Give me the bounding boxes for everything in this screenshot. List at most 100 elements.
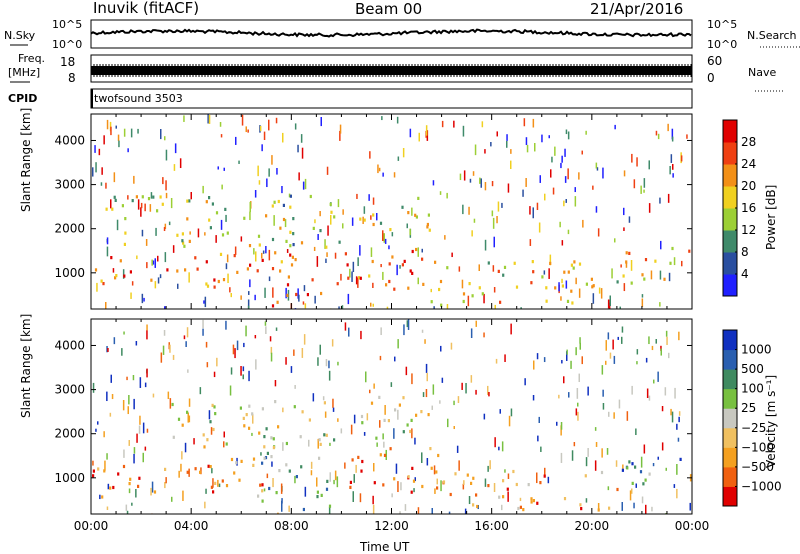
echo-cell	[561, 360, 563, 364]
echo-cell	[294, 258, 297, 262]
velocity-colorbar: 1000 500 100 25 −25 −100 −500 −1000	[722, 329, 782, 507]
echo-cell	[563, 200, 565, 207]
echo-cell	[427, 413, 430, 417]
echo-cell	[262, 250, 265, 254]
echo-cell	[453, 120, 455, 128]
echo-cell	[151, 481, 154, 493]
echo-cell	[95, 162, 97, 173]
echo-cell	[616, 280, 619, 284]
echo-cell	[116, 219, 119, 231]
echo-cell	[164, 223, 167, 230]
echo-cell	[300, 465, 303, 469]
echo-cell	[573, 442, 576, 447]
echo-cell	[234, 348, 236, 359]
echo-cell	[339, 130, 341, 141]
echo-cell	[567, 168, 569, 180]
echo-cell	[164, 306, 166, 309]
echo-cell	[286, 249, 289, 253]
echo-cell	[106, 346, 108, 353]
echo-cell	[391, 232, 394, 237]
echo-cell	[580, 507, 583, 511]
echo-cell	[459, 173, 462, 181]
echo-cell	[172, 435, 175, 439]
echo-cell	[100, 279, 103, 283]
echo-cell	[325, 258, 327, 263]
echo-cell	[643, 444, 646, 454]
echo-cell	[209, 226, 212, 230]
echo-cell	[314, 295, 316, 304]
echo-cell	[205, 341, 208, 348]
echo-cell	[132, 375, 135, 381]
echo-cell	[255, 359, 257, 370]
echo-cell	[458, 266, 461, 272]
echo-cell	[202, 433, 205, 437]
echo-cell	[536, 501, 539, 505]
echo-cell	[251, 412, 254, 416]
echo-cell	[382, 271, 384, 280]
nsearch-tick-bottom: 10^0	[707, 38, 738, 51]
echo-cell	[285, 239, 288, 243]
echo-cell	[281, 498, 283, 504]
echo-cell	[605, 360, 607, 365]
echo-cell	[271, 461, 273, 467]
echo-cell	[141, 293, 144, 304]
echo-cell	[123, 449, 125, 458]
echo-cell	[188, 415, 191, 423]
echo-cell	[359, 217, 362, 221]
echo-cell	[318, 438, 321, 442]
echo-cell	[282, 407, 284, 413]
echo-cell	[659, 270, 662, 280]
echo-cell	[289, 230, 292, 234]
echo-cell	[92, 474, 95, 478]
nsky-panel	[90, 19, 693, 49]
echo-cell	[282, 217, 286, 222]
colorbar-swatch	[723, 408, 737, 429]
echo-cell	[525, 137, 528, 146]
echo-cell	[146, 262, 148, 269]
echo-cell	[361, 421, 364, 425]
echo-cell	[541, 275, 544, 279]
echo-cell	[211, 403, 214, 407]
echo-cell	[575, 277, 577, 285]
echo-cell	[183, 244, 186, 248]
echo-cell	[162, 177, 164, 185]
echo-cell	[579, 342, 581, 350]
echo-cell	[431, 508, 433, 514]
echo-cell	[369, 151, 371, 159]
echo-cell	[135, 195, 138, 199]
echo-cell	[497, 269, 500, 273]
echo-cell	[249, 279, 251, 288]
echo-cell	[304, 486, 307, 497]
echo-cell	[133, 447, 136, 454]
echo-cell	[578, 172, 580, 180]
echo-cell	[356, 193, 358, 199]
echo-cell	[349, 480, 352, 484]
echo-cell	[152, 393, 155, 398]
echo-cell	[104, 460, 106, 471]
echo-cell	[261, 483, 264, 487]
echo-cell	[671, 246, 674, 251]
echo-cell	[507, 491, 509, 502]
echo-cell	[171, 402, 174, 407]
echo-cell	[344, 252, 347, 256]
echo-cell	[523, 118, 526, 127]
echo-cell	[506, 140, 508, 148]
echo-cell	[96, 282, 98, 292]
echo-cell	[432, 180, 435, 186]
echo-cell	[243, 342, 245, 348]
echo-cell	[442, 480, 446, 484]
echo-cell	[648, 203, 651, 213]
echo-cell	[444, 235, 446, 240]
echo-cell	[165, 149, 168, 161]
echo-cell	[462, 204, 464, 215]
echo-cell	[166, 268, 169, 272]
echo-cell	[309, 194, 312, 199]
echo-cell	[366, 413, 369, 421]
echo-cell	[258, 431, 261, 435]
echo-cell	[590, 277, 593, 281]
freq-unit-label: [MHz]	[8, 66, 41, 79]
echo-cell	[501, 441, 504, 452]
echo-cell	[248, 291, 250, 295]
echo-cell	[399, 511, 401, 514]
echo-cell	[621, 502, 623, 511]
